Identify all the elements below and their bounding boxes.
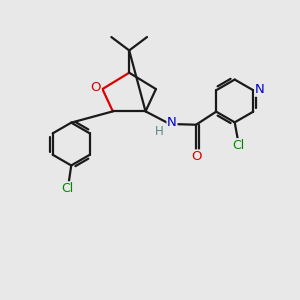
Text: Cl: Cl (61, 182, 74, 195)
Text: O: O (191, 150, 201, 163)
Text: N: N (167, 116, 177, 129)
Text: H: H (155, 125, 164, 138)
Text: O: O (91, 81, 101, 94)
Text: Cl: Cl (233, 139, 245, 152)
Text: N: N (255, 83, 265, 96)
